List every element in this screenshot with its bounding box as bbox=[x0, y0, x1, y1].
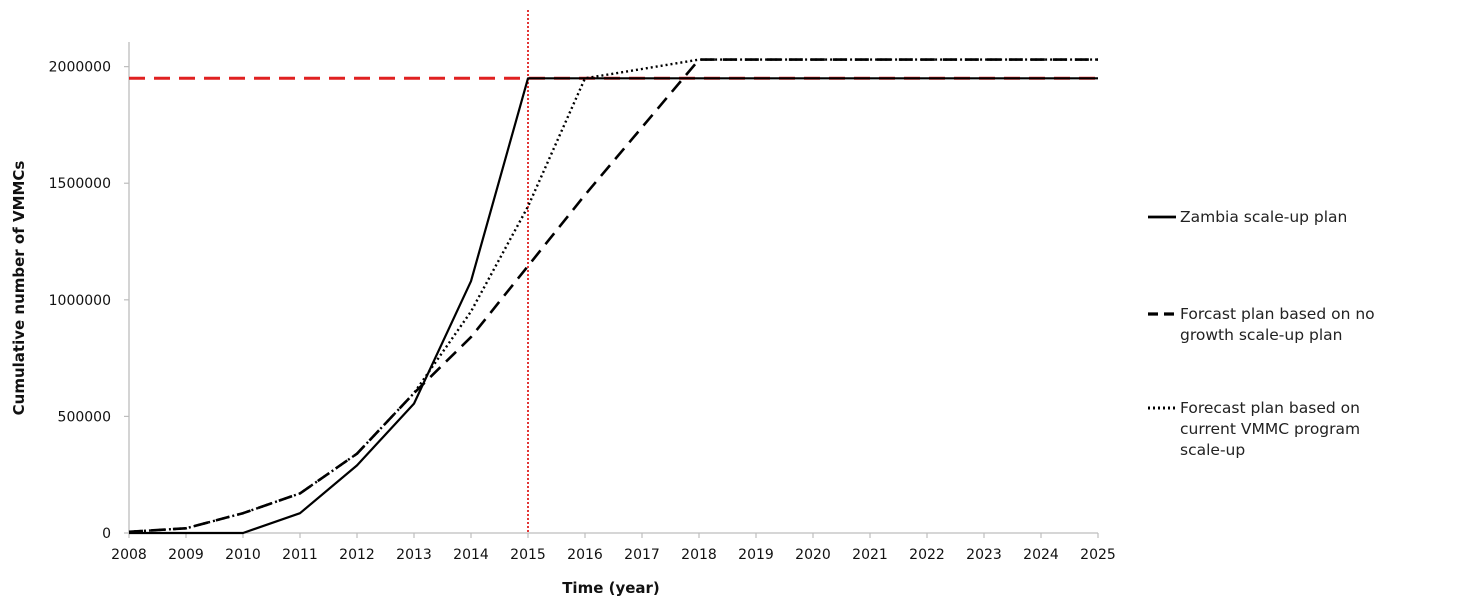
legend-label-3: Forecast plan based on bbox=[1180, 399, 1360, 417]
x-tick-label: 2012 bbox=[339, 547, 375, 563]
tick-labels: 0 500000 1000000 1500000 2000000 2008 2009 2010… bbox=[49, 60, 1116, 563]
axes bbox=[124, 42, 1099, 538]
legend-label-3: current VMMC program bbox=[1180, 420, 1360, 438]
x-tick-label: 2020 bbox=[795, 547, 831, 563]
x-tick-label: 2016 bbox=[567, 547, 603, 563]
legend-label-3: scale-up bbox=[1180, 441, 1245, 459]
series-line-3 bbox=[128, 58, 1098, 533]
y-tick-label: 2000000 bbox=[49, 60, 111, 76]
x-tick-label: 2019 bbox=[738, 547, 774, 563]
x-tick-label: 2017 bbox=[624, 547, 660, 563]
x-tick-label: 2023 bbox=[966, 547, 1002, 563]
y-axis-title: Cumulative number of VMMCs bbox=[10, 161, 28, 416]
legend-label-2: growth scale-up plan bbox=[1180, 326, 1342, 344]
series-lines bbox=[128, 58, 1098, 535]
x-tick-label: 2010 bbox=[225, 547, 261, 563]
x-tick-label: 2015 bbox=[510, 547, 546, 563]
y-tick-label: 1000000 bbox=[49, 293, 111, 309]
x-axis-title: Time (year) bbox=[562, 579, 660, 597]
x-tick-label: 2021 bbox=[852, 547, 888, 563]
series-line-2 bbox=[128, 58, 1098, 534]
x-tick-label: 2025 bbox=[1080, 547, 1116, 563]
reference-lines bbox=[129, 10, 1098, 533]
x-tick-label: 2008 bbox=[111, 547, 147, 563]
x-tick-label: 2013 bbox=[396, 547, 432, 563]
x-tick-label: 2018 bbox=[681, 547, 717, 563]
x-tick-label: 2022 bbox=[909, 547, 945, 563]
x-tick-label: 2014 bbox=[453, 547, 489, 563]
legend: Zambia scale-up plan Forcast plan based o… bbox=[1148, 208, 1375, 459]
x-tick-label: 2009 bbox=[168, 547, 204, 563]
legend-label-1: Zambia scale-up plan bbox=[1180, 208, 1347, 226]
series-line-1 bbox=[129, 77, 1098, 535]
y-tick-label: 1500000 bbox=[49, 176, 111, 192]
legend-label-2: Forcast plan based on no bbox=[1180, 305, 1375, 323]
x-tick-label: 2011 bbox=[282, 547, 318, 563]
x-tick-label: 2024 bbox=[1023, 547, 1059, 563]
y-tick-label: 0 bbox=[102, 526, 111, 542]
y-tick-label: 500000 bbox=[58, 409, 111, 425]
